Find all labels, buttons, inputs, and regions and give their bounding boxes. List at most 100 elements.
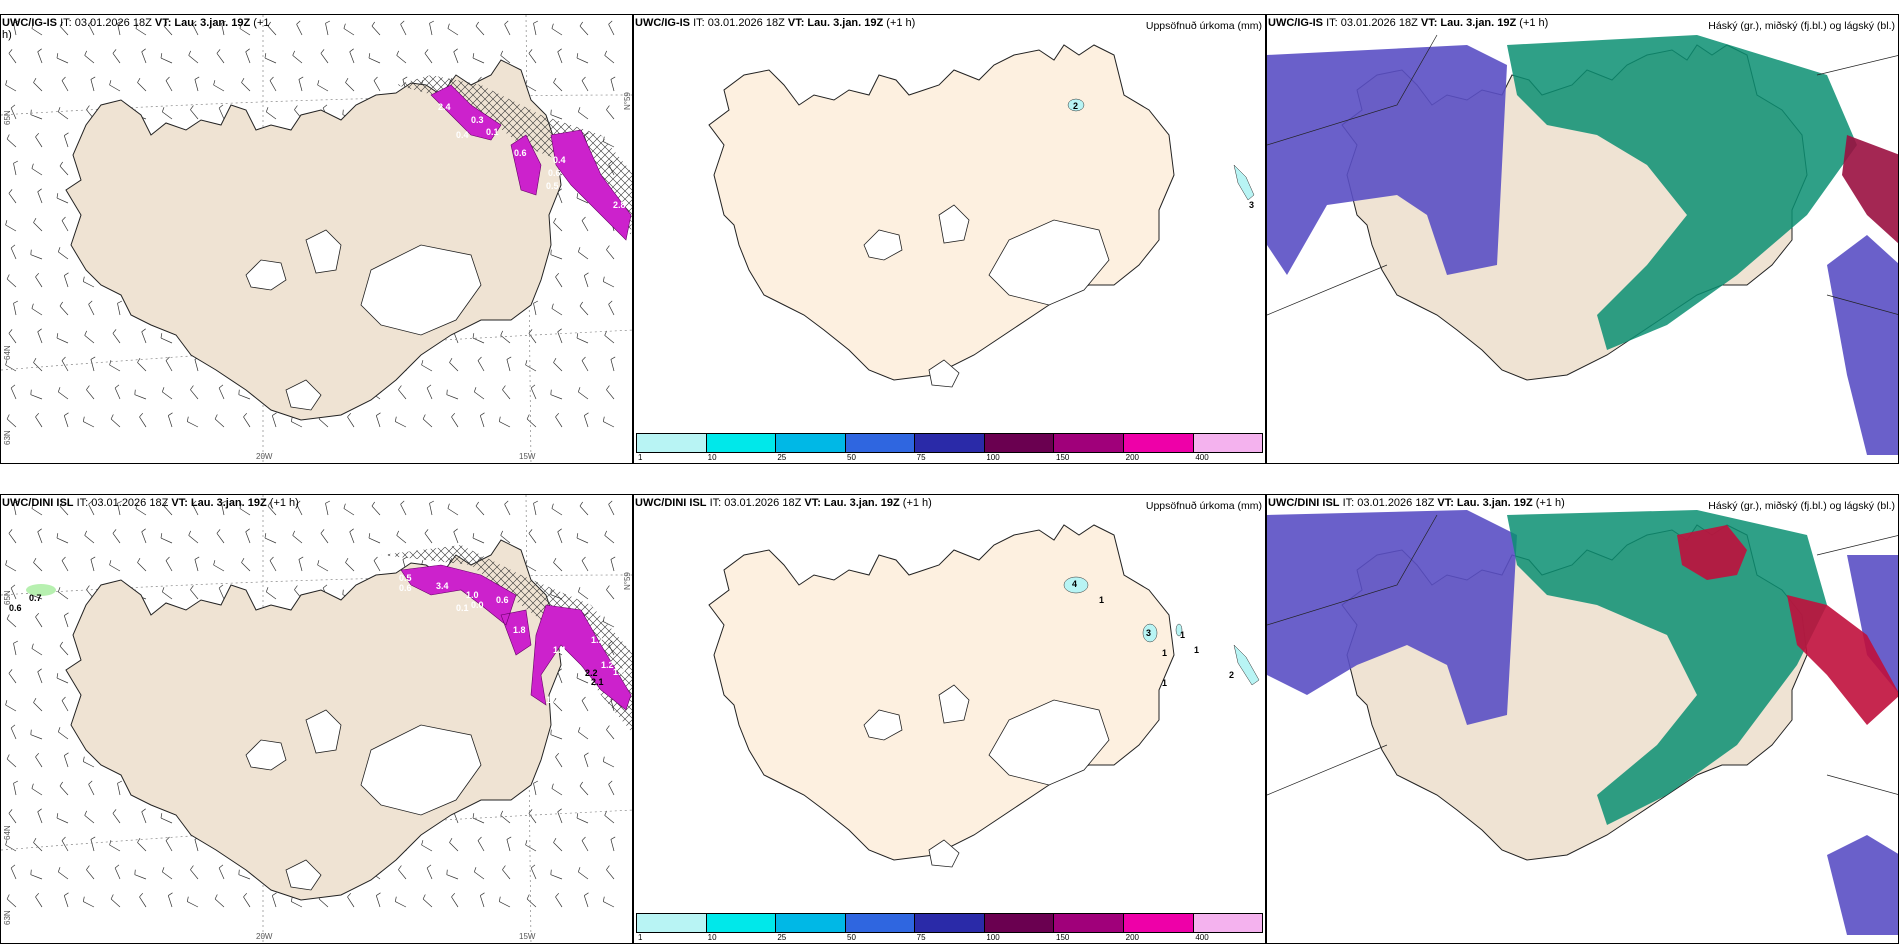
- wind-barb-flag: [533, 300, 539, 304]
- wind-barb-flag: [530, 384, 536, 389]
- wind-barb-flag: [216, 529, 221, 534]
- wind-barb: [608, 24, 615, 36]
- wind-barb-flag: [238, 869, 240, 875]
- wind-barb-flag: [579, 781, 583, 787]
- panel-wind-dini: UWC/DINI ISL IT: 03.01.2026 18Z VT: Lau.…: [0, 494, 633, 944]
- wind-barb: [475, 25, 485, 36]
- colorbar-segment: [984, 434, 1055, 452]
- wind-barb-flag: [500, 530, 504, 536]
- wind-barb-flag: [86, 865, 90, 870]
- wind-barb-flag: [8, 809, 13, 814]
- wind-barb: [59, 505, 69, 516]
- wind-barb-flag: [606, 385, 610, 390]
- cloud-mid: [1507, 35, 1857, 350]
- wind-barb: [8, 813, 17, 824]
- wind-barb-flag: [31, 783, 34, 789]
- wind-barb: [139, 896, 147, 908]
- wind-barb-flag: [35, 752, 40, 758]
- wind-barb: [576, 197, 589, 204]
- wind-barb: [110, 418, 121, 428]
- wind-barb-flag: [161, 387, 165, 393]
- lon-label: 15W: [519, 452, 536, 461]
- wind-barb-flag: [37, 48, 42, 53]
- wind-barb-flag: [429, 20, 435, 24]
- wind-barb: [83, 901, 95, 908]
- wind-barb: [109, 564, 121, 572]
- wind-barb-flag: [477, 836, 482, 841]
- wind-barb: [525, 844, 537, 852]
- wind-barb: [267, 505, 277, 516]
- wind-barb: [214, 898, 225, 908]
- wind-barb: [190, 109, 199, 120]
- wind-barb: [8, 193, 17, 204]
- wind-barb: [581, 840, 589, 852]
- wind-barb-flag: [500, 810, 504, 816]
- wind-barb-flag: [581, 556, 586, 561]
- wind-barb: [343, 508, 355, 516]
- wind-barb-flag: [394, 896, 397, 902]
- wind-barb-flag: [64, 412, 69, 416]
- wind-barb: [33, 82, 43, 92]
- wind-barb-flag: [139, 412, 144, 418]
- wind-value: 0.0: [471, 600, 484, 610]
- wind-barb-flag: [64, 892, 69, 896]
- wind-barb-flag: [557, 808, 562, 813]
- wind-barb: [33, 842, 43, 852]
- wind-barb: [451, 896, 459, 908]
- wind-barb-flag: [426, 384, 432, 389]
- wind-barb-flag: [602, 276, 605, 282]
- wind-barb: [134, 874, 147, 880]
- wind-barb-flag: [298, 556, 304, 560]
- wind-barb-flag: [608, 20, 613, 25]
- wind-barb-flag: [349, 528, 354, 533]
- wind-barb-flag: [6, 614, 10, 620]
- wind-barb: [221, 503, 225, 516]
- wind-barb-flag: [394, 416, 397, 422]
- colorbar-label: 1: [638, 933, 643, 942]
- wind-barb: [400, 24, 407, 36]
- precip-contours: [1063, 576, 1260, 686]
- wind-barb: [446, 874, 459, 880]
- wind-barb-flag: [473, 387, 477, 393]
- wind-barb: [606, 729, 615, 740]
- wind-barb-flag: [10, 244, 16, 249]
- wind-barb-flag: [451, 892, 456, 898]
- wind-barb-flag: [373, 76, 378, 81]
- wind-value: 0.4: [456, 130, 469, 140]
- wind-barb-flag: [553, 558, 557, 563]
- wind-barb: [109, 84, 121, 92]
- map-cloud-igis: [1267, 34, 1898, 455]
- colorbar-label: 50: [847, 933, 856, 942]
- wind-barb: [373, 560, 381, 572]
- wind-barb-flag: [581, 696, 586, 701]
- wind-barb-flag: [10, 584, 16, 589]
- wind-barb: [555, 416, 563, 428]
- wind-barb: [88, 304, 95, 316]
- wind-barb: [112, 533, 121, 544]
- wind-barb: [557, 811, 563, 824]
- wind-barb: [320, 533, 329, 544]
- wind-barb: [90, 79, 95, 92]
- wind-barb: [553, 702, 563, 712]
- wind-barb: [35, 416, 43, 428]
- wind-barb: [114, 387, 121, 400]
- wind-barb: [291, 421, 303, 428]
- wind-barb: [474, 391, 485, 400]
- wind-barb-flag: [192, 500, 197, 505]
- wind-barb-flag: [602, 896, 605, 902]
- wind-barb-flag: [82, 896, 85, 902]
- wind-barb: [395, 901, 407, 908]
- wind-barb-flag: [553, 218, 557, 223]
- wind-barb-flag: [265, 587, 269, 593]
- wind-barb: [578, 591, 589, 600]
- wind-barb: [550, 254, 563, 260]
- wind-barb-flag: [61, 556, 66, 561]
- graticule: [1267, 514, 1898, 796]
- wind-barb: [58, 591, 69, 600]
- wind-barb-flag: [584, 752, 589, 756]
- wind-barb-flag: [402, 76, 408, 80]
- panel-title: Uppsöfnuð úrkoma (mm): [1145, 500, 1262, 512]
- wind-value: 1.2: [546, 695, 559, 705]
- wind-barb: [429, 23, 433, 36]
- wind-barb: [528, 53, 537, 64]
